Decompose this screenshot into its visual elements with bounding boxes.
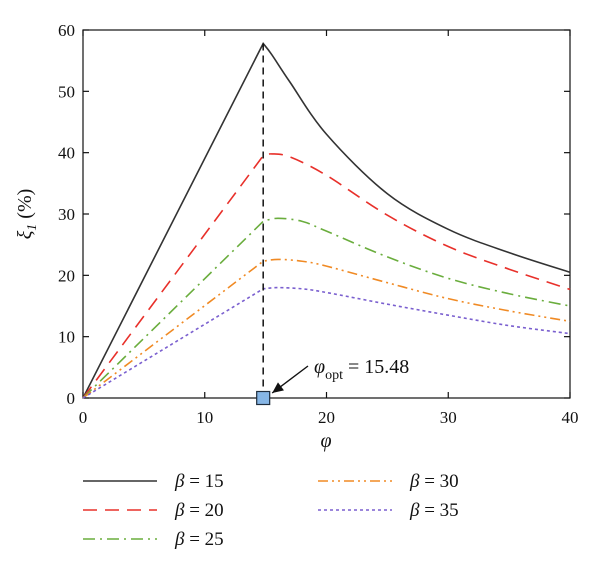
x-tick-label: 0: [79, 408, 88, 427]
series-line-4: [82, 258, 571, 399]
x-tick-label: 40: [562, 408, 579, 427]
plot-frame: [82, 29, 571, 399]
y-tick-label: 50: [58, 82, 75, 101]
legend-label-3: β = 25: [174, 529, 224, 550]
x-tick-label: 10: [196, 408, 213, 427]
legend-label-1: β = 15: [174, 471, 224, 492]
y-tick-label: 60: [58, 21, 75, 40]
x-tick-label: 30: [440, 408, 457, 427]
annotation-label: φopt = 15.48: [314, 356, 409, 383]
series-line-1: [82, 42, 571, 399]
y-tick-label: 10: [58, 328, 75, 347]
optimum-marker: [256, 390, 271, 406]
series-line-2: [82, 153, 571, 399]
y-tick-label: 40: [58, 144, 75, 163]
y-tick-label: 20: [58, 266, 75, 285]
series-lines: [82, 42, 571, 399]
x-axis-title: φ: [320, 430, 331, 452]
annotation-arrowhead: [272, 382, 284, 393]
ticks: 0 10 20 30 40 0 10 20 30 40 50 60: [58, 21, 579, 427]
series-line-3: [82, 217, 571, 399]
y-tick-label: 30: [58, 205, 75, 224]
legend: β = 15 β = 20 β = 25 β = 30 β = 35: [83, 471, 459, 550]
y-tick-label: 0: [67, 389, 76, 408]
legend-label-5: β = 35: [409, 500, 459, 521]
x-tick-label: 20: [318, 408, 335, 427]
y-axis-title: ξ1 (%): [14, 189, 40, 240]
legend-label-2: β = 20: [174, 500, 224, 521]
legend-label-4: β = 30: [409, 471, 459, 492]
